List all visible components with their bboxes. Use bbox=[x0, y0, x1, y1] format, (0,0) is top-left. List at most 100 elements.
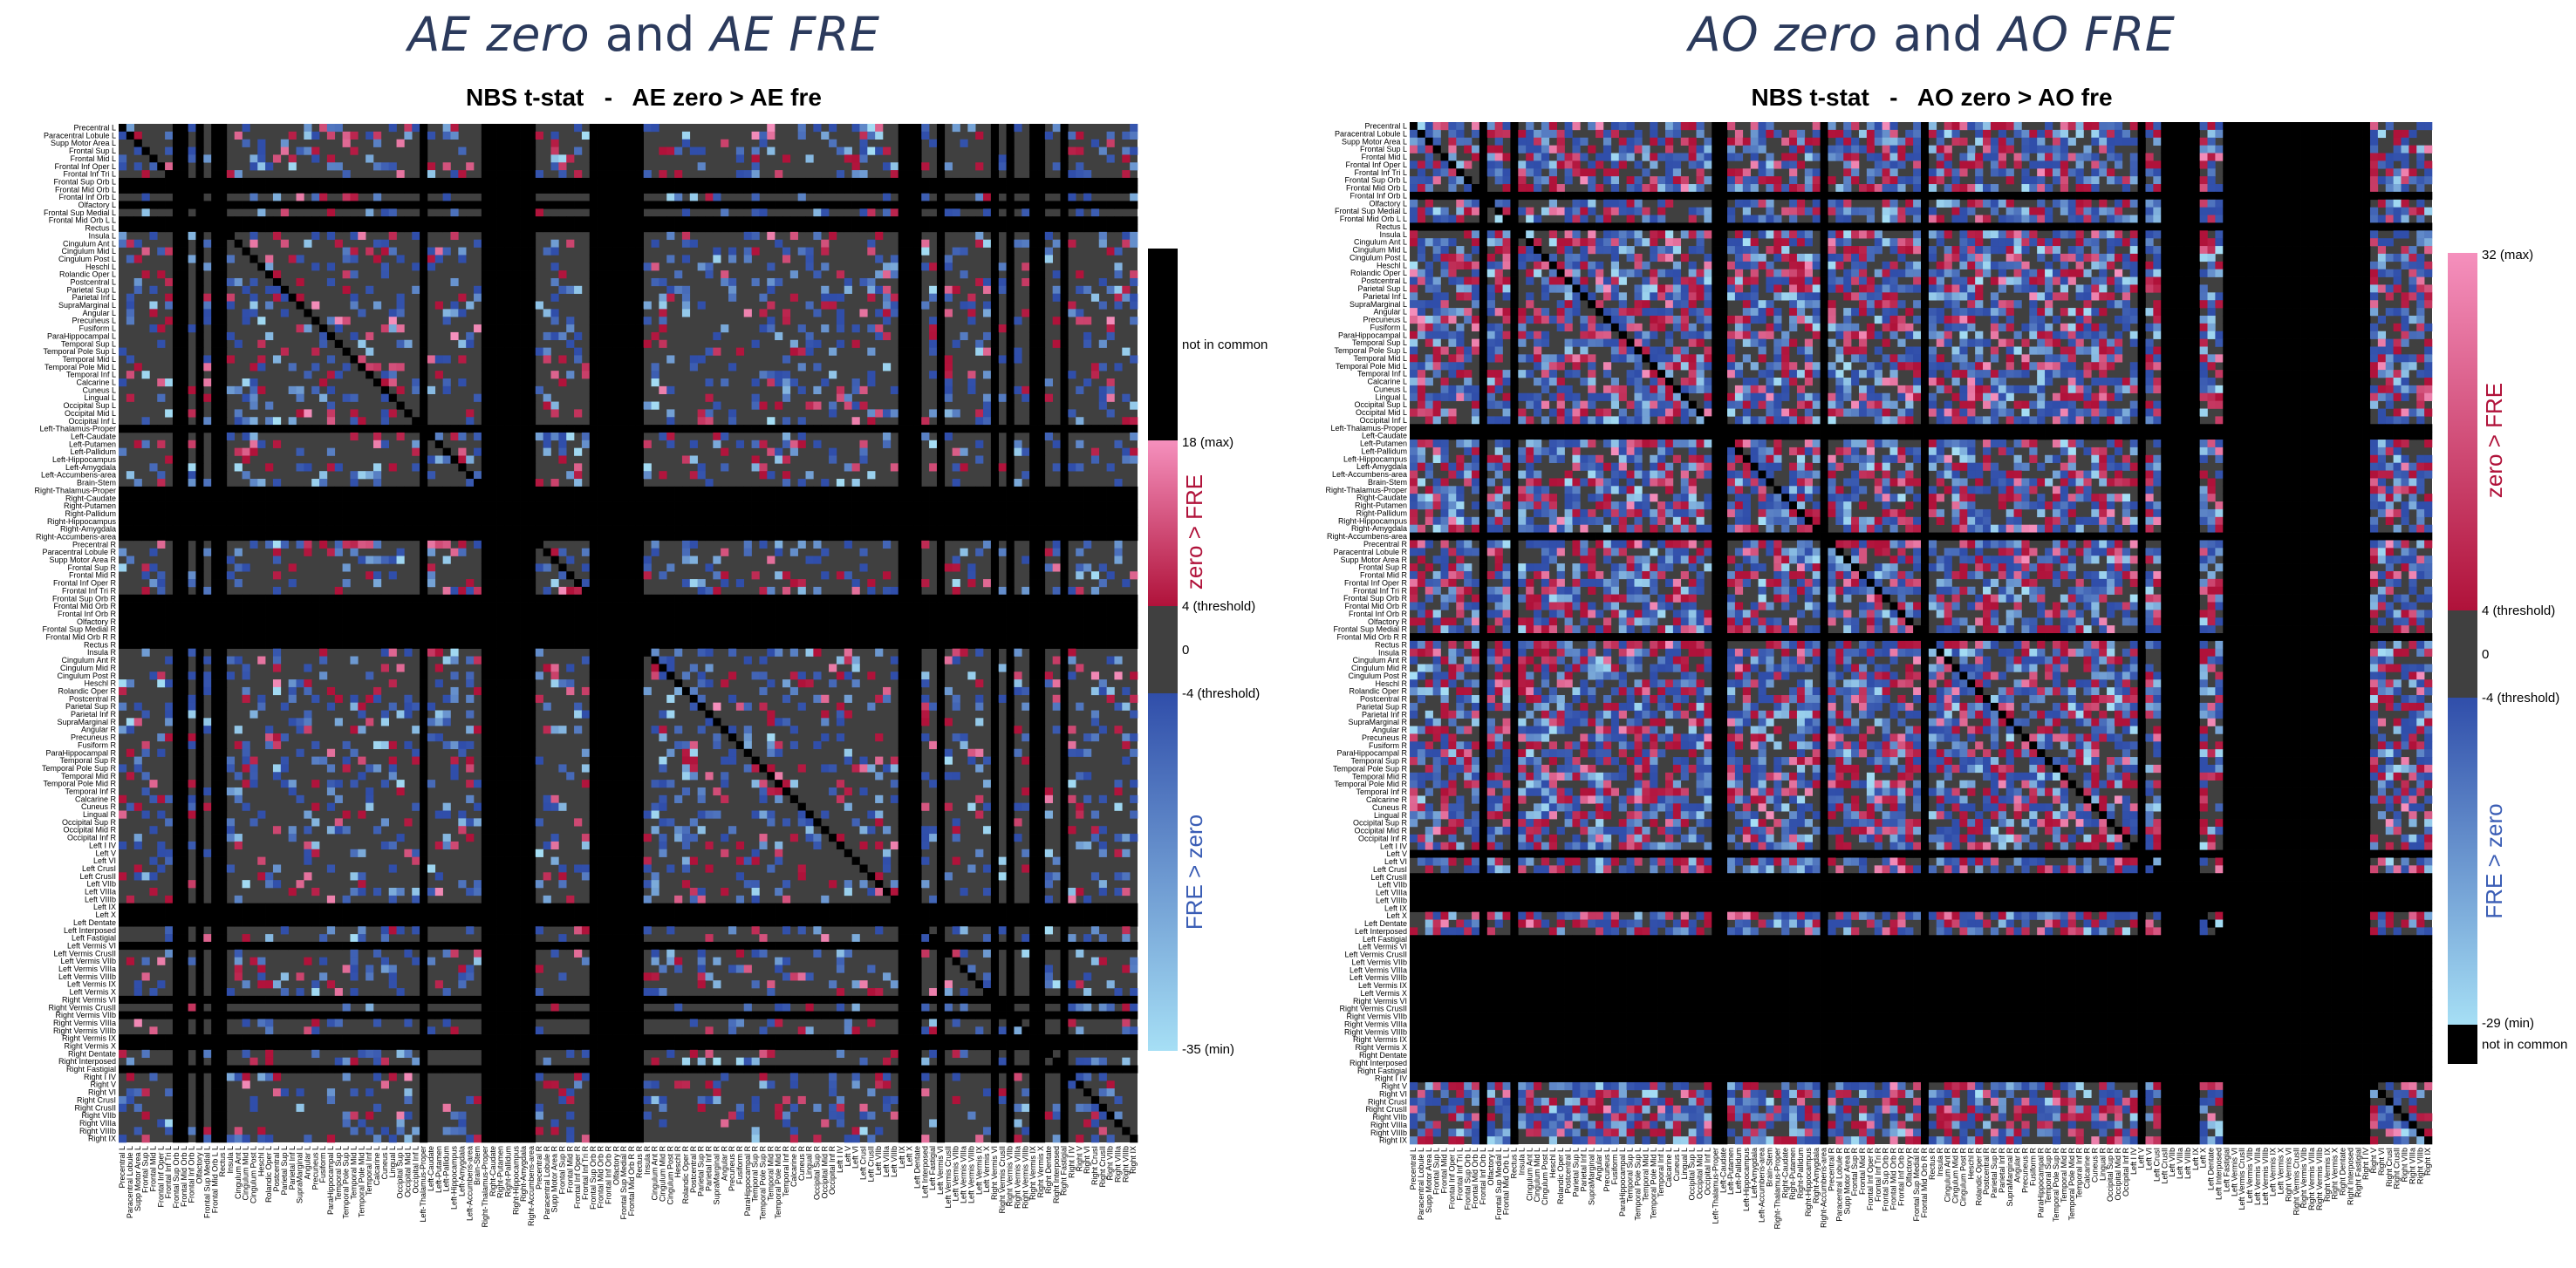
heatmap-cell bbox=[358, 363, 366, 371]
heatmap-cell bbox=[590, 232, 598, 240]
heatmap-cell bbox=[482, 340, 489, 348]
heatmap-cell bbox=[420, 270, 427, 278]
heatmap-cell bbox=[813, 425, 821, 433]
heatmap-cell bbox=[852, 402, 860, 410]
heatmap-cell bbox=[427, 186, 435, 194]
heatmap-cell bbox=[489, 340, 497, 348]
heatmap-cell bbox=[999, 262, 1007, 270]
heatmap-cell bbox=[381, 162, 389, 170]
heatmap-cell bbox=[512, 240, 520, 248]
heatmap-cell bbox=[195, 448, 203, 456]
heatmap-cell bbox=[598, 455, 605, 463]
heatmap-cell bbox=[837, 224, 844, 232]
heatmap-cell bbox=[999, 324, 1007, 332]
heatmap-cell bbox=[937, 479, 945, 487]
heatmap-cell bbox=[837, 425, 844, 433]
heatmap-cell bbox=[899, 417, 906, 425]
heatmap-cell bbox=[921, 178, 929, 186]
heatmap-cell bbox=[628, 302, 636, 310]
heatmap-cell bbox=[759, 201, 767, 208]
heatmap-cell bbox=[134, 178, 142, 186]
heatmap-cell bbox=[327, 409, 335, 417]
heatmap-cell bbox=[937, 132, 945, 140]
heatmap-cell bbox=[728, 224, 736, 232]
heatmap-cell bbox=[227, 186, 235, 194]
heatmap-cell bbox=[782, 425, 790, 433]
heatmap-cell bbox=[628, 124, 636, 132]
heatmap-cell bbox=[929, 348, 937, 356]
heatmap-cell bbox=[311, 216, 319, 224]
heatmap-cell bbox=[235, 201, 243, 208]
heatmap-cell bbox=[134, 440, 142, 448]
heatmap-cell bbox=[1007, 317, 1015, 324]
heatmap-cell bbox=[674, 147, 682, 155]
heatmap-cell bbox=[728, 363, 736, 371]
heatmap-cell bbox=[875, 132, 883, 140]
heatmap-cell bbox=[504, 324, 512, 332]
heatmap-cell bbox=[652, 278, 659, 286]
heatmap-cell bbox=[149, 309, 157, 317]
heatmap-cell bbox=[520, 332, 528, 340]
heatmap-cell bbox=[991, 448, 999, 456]
heatmap-cell bbox=[458, 433, 466, 440]
heatmap-cell bbox=[991, 286, 999, 294]
heatmap-cell bbox=[960, 201, 967, 208]
heatmap-cell bbox=[219, 455, 227, 463]
heatmap-cell bbox=[991, 248, 999, 256]
heatmap-cell bbox=[497, 240, 505, 248]
heatmap-cell bbox=[335, 425, 343, 433]
heatmap-cell bbox=[188, 124, 196, 132]
heatmap-cell bbox=[628, 455, 636, 463]
heatmap-cell bbox=[134, 224, 142, 232]
heatmap-cell bbox=[482, 170, 489, 178]
heatmap-cell bbox=[620, 278, 628, 286]
heatmap-cell bbox=[157, 394, 165, 402]
heatmap-cell bbox=[1029, 317, 1037, 324]
heatmap-cell bbox=[636, 208, 644, 216]
heatmap-cell bbox=[219, 363, 227, 371]
heatmap-cell bbox=[821, 378, 829, 386]
heatmap-cell bbox=[195, 332, 203, 340]
heatmap-cell bbox=[497, 224, 505, 232]
heatmap-cell bbox=[844, 154, 852, 162]
heatmap-cell bbox=[1007, 309, 1015, 317]
heatmap-cell bbox=[482, 270, 489, 278]
heatmap-cell bbox=[713, 440, 721, 448]
heatmap-cell bbox=[612, 162, 620, 170]
heatmap-cell bbox=[482, 402, 489, 410]
heatmap-cell bbox=[767, 232, 775, 240]
heatmap-cell bbox=[520, 162, 528, 170]
heatmap-cell bbox=[821, 240, 829, 248]
heatmap-cell bbox=[373, 378, 381, 386]
heatmap-cell bbox=[1007, 324, 1015, 332]
heatmap-cell bbox=[906, 232, 914, 240]
heatmap-cell bbox=[983, 417, 991, 425]
heatmap-cell bbox=[181, 455, 188, 463]
heatmap-cell bbox=[404, 186, 412, 194]
heatmap-cell bbox=[612, 309, 620, 317]
heatmap-cell bbox=[899, 201, 906, 208]
heatmap-cell bbox=[512, 402, 520, 410]
heatmap-cell bbox=[1061, 270, 1069, 278]
heatmap-cell bbox=[195, 194, 203, 201]
heatmap-cell bbox=[967, 309, 975, 317]
heatmap-cell bbox=[945, 394, 953, 402]
heatmap-cell bbox=[1091, 425, 1099, 433]
heatmap-cell bbox=[1037, 371, 1045, 378]
heatmap-cell bbox=[297, 324, 304, 332]
heatmap-cell bbox=[119, 232, 126, 240]
heatmap-cell bbox=[598, 248, 605, 256]
heatmap-cell bbox=[142, 147, 150, 155]
heatmap-cell bbox=[289, 294, 297, 302]
heatmap-cell bbox=[1014, 425, 1022, 433]
heatmap-cell bbox=[219, 162, 227, 170]
heatmap-cell bbox=[528, 440, 536, 448]
heatmap-cell bbox=[211, 324, 219, 332]
heatmap-cell bbox=[906, 332, 914, 340]
heatmap-cell bbox=[165, 224, 173, 232]
heatmap-cell bbox=[782, 201, 790, 208]
heatmap-cell bbox=[435, 255, 443, 262]
heatmap-cell bbox=[937, 124, 945, 132]
heatmap-cell bbox=[913, 463, 921, 471]
heatmap-cell bbox=[875, 147, 883, 155]
